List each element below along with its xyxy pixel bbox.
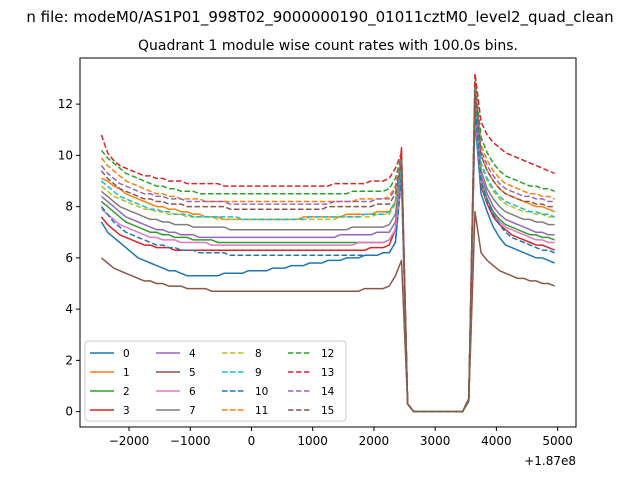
x-tick-label: 3000: [420, 434, 451, 448]
y-tick-label: 4: [65, 302, 73, 316]
y-axis: 0 2 4 6 8 10 12: [58, 97, 80, 419]
legend-label-6: 6: [189, 386, 196, 398]
y-tick-label: 10: [58, 148, 73, 162]
legend-label-13: 13: [321, 367, 334, 379]
x-offset-label: +1.87e8: [524, 454, 576, 468]
legend-label-11: 11: [255, 405, 268, 417]
legend-label-14: 14: [321, 386, 335, 398]
figure-suptitle: n file: modeM0/AS1P01_998T02_9000000190_…: [26, 8, 614, 26]
chart-title: Quadrant 1 module wise count rates with …: [138, 38, 518, 54]
series-line-13: [100, 72, 555, 413]
series-line-10: [100, 105, 555, 413]
legend-label-5: 5: [189, 367, 196, 379]
y-tick-label: 12: [58, 97, 73, 111]
axes-frame: [79, 57, 577, 428]
y-tick-label: 2: [65, 353, 73, 367]
series-line-9: [100, 93, 555, 413]
legend-label-0: 0: [123, 348, 130, 360]
series-line-12: [100, 80, 555, 413]
y-tick-label: 0: [65, 405, 73, 419]
series-line-5: [100, 211, 555, 413]
legend-box: [84, 340, 347, 422]
legend-label-2: 2: [123, 386, 130, 398]
legend-label-7: 7: [189, 405, 196, 417]
legend-label-15: 15: [321, 405, 334, 417]
x-tick-label: −2000: [109, 434, 150, 448]
series-line-15: [100, 90, 555, 413]
legend-label-9: 9: [255, 367, 262, 379]
legend-label-10: 10: [255, 386, 268, 398]
x-tick-label: 5000: [542, 434, 573, 448]
y-tick-label: 6: [65, 251, 73, 265]
y-tick-label: 8: [65, 200, 73, 214]
legend-label-4: 4: [189, 348, 196, 360]
x-tick-label: 1000: [297, 434, 328, 448]
x-tick-label: 2000: [359, 434, 390, 448]
legend-label-12: 12: [321, 348, 334, 360]
legend-label-3: 3: [123, 405, 130, 417]
x-axis: −2000 −1000 0 1000 2000 3000 4000 5000: [109, 427, 573, 448]
x-tick-label: 0: [248, 434, 256, 448]
legend-label-8: 8: [255, 348, 262, 360]
x-tick-label: 4000: [481, 434, 512, 448]
x-tick-label: −1000: [170, 434, 211, 448]
plot-area: [100, 72, 555, 413]
legend-label-1: 1: [123, 367, 130, 379]
